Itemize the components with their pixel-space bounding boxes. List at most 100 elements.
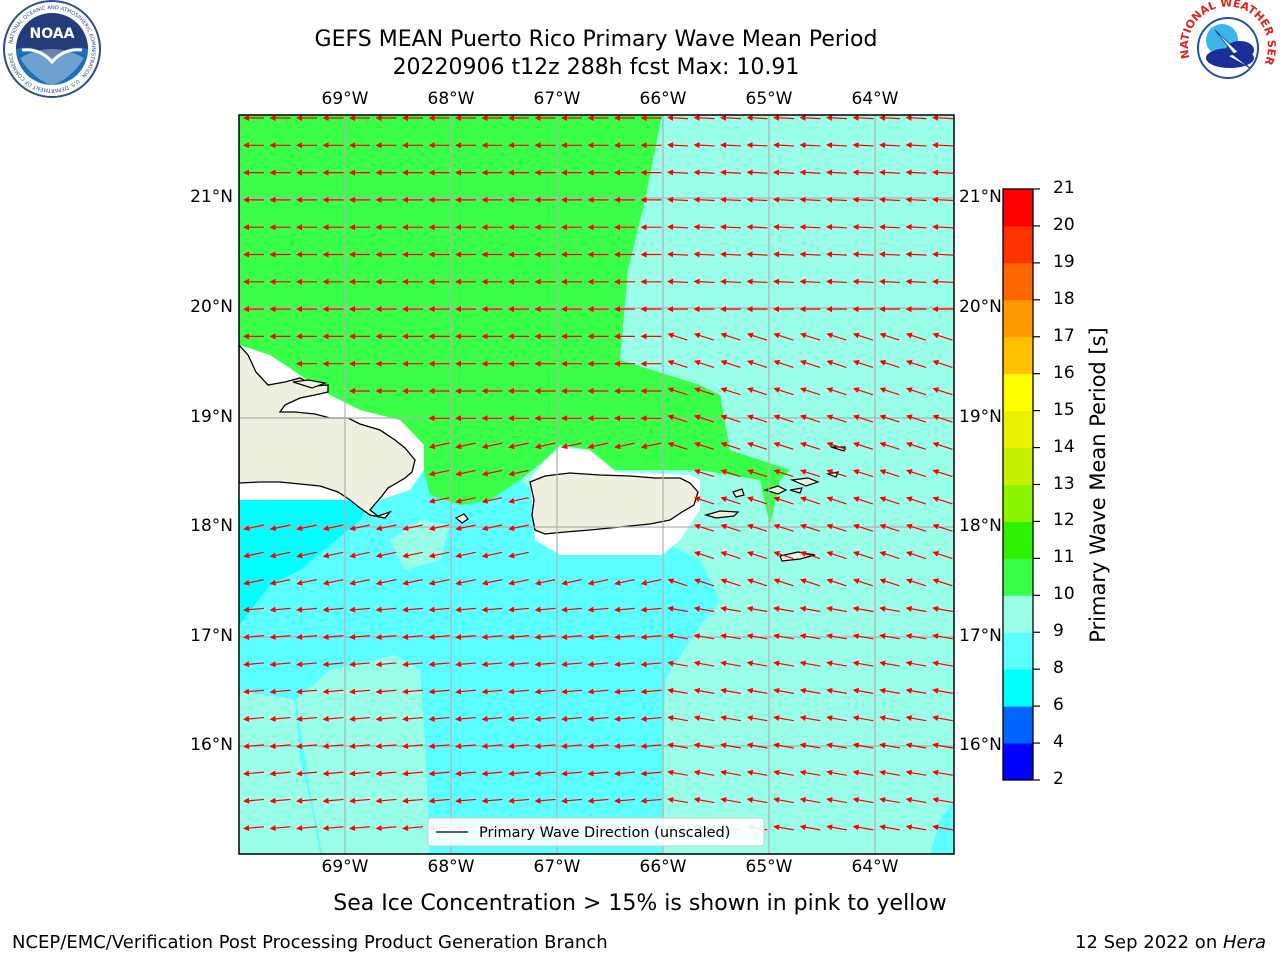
wave-arrow	[932, 578, 953, 587]
wave-arrow	[561, 579, 582, 586]
wave-arrow	[349, 633, 371, 640]
wave-arrow	[455, 497, 476, 504]
wave-arrow	[508, 469, 529, 477]
wave-arrow	[428, 497, 450, 504]
wave-arrow	[534, 579, 556, 586]
wave-arrow	[905, 359, 927, 368]
wave-arrow	[455, 306, 476, 313]
wave-arrow	[614, 415, 635, 422]
wave-arrow	[269, 306, 291, 313]
lat-label-left: 16°N	[190, 735, 233, 755]
wave-arrow	[667, 115, 689, 121]
wave-arrow	[402, 688, 424, 695]
wave-arrow	[640, 661, 662, 668]
colorbar-segment	[1003, 706, 1033, 744]
wave-arrow	[852, 578, 874, 587]
wave-arrow	[455, 142, 476, 149]
wave-arrow	[720, 797, 741, 804]
wave-arrow	[402, 661, 424, 668]
wave-arrow	[428, 306, 450, 313]
wave-arrow	[905, 633, 927, 640]
wave-arrow	[349, 715, 371, 722]
wave-arrow	[508, 196, 529, 203]
wave-arrow	[402, 169, 423, 176]
wave-arrow	[322, 169, 344, 176]
wave-arrow	[746, 633, 768, 640]
wave-arrow	[481, 442, 503, 450]
wave-arrow	[746, 742, 768, 749]
land-hispaniola-north-key	[292, 379, 328, 389]
colorbar-tick: 2	[1053, 769, 1064, 789]
wave-arrow	[826, 441, 847, 450]
wave-arrow	[852, 687, 874, 694]
wave-arrow	[799, 278, 821, 285]
colorbar-segment	[1003, 299, 1033, 338]
colorbar-segment	[1003, 410, 1033, 449]
wave-arrow	[614, 360, 635, 367]
wave-arrow	[826, 824, 847, 831]
wave-arrow	[879, 387, 900, 396]
wave-arrow	[243, 770, 265, 777]
wave-arrow	[826, 715, 847, 722]
wave-arrow	[455, 278, 476, 285]
wave-arrow	[375, 770, 397, 777]
wave-arrow	[826, 551, 847, 560]
wave-arrow	[879, 687, 900, 694]
wave-arrow	[269, 278, 291, 285]
wave-arrow	[587, 169, 609, 176]
wave-arrow	[667, 578, 688, 587]
wave-arrow	[243, 196, 264, 203]
wave-arrow	[905, 715, 927, 722]
wave-arrow	[667, 224, 689, 231]
wave-arrow	[455, 743, 477, 750]
wave-arrow	[534, 115, 556, 121]
wave-arrow	[481, 661, 503, 668]
wave-arrow	[667, 332, 688, 341]
wave-arrow	[799, 359, 821, 368]
legend-box	[427, 817, 765, 847]
wave-arrow	[508, 770, 530, 777]
wave-arrow	[614, 224, 635, 231]
wave-arrow	[587, 688, 609, 695]
wave-arrow	[799, 578, 821, 587]
wave-arrow	[693, 306, 715, 313]
wave-arrow	[640, 743, 662, 750]
wave-arrow	[693, 687, 715, 694]
colorbar-tick: 10	[1053, 584, 1075, 605]
wave-arrow	[349, 551, 370, 559]
wave-arrow	[852, 633, 874, 640]
wave-arrow	[243, 715, 265, 722]
wave-arrow	[852, 332, 874, 341]
wave-arrow	[773, 196, 795, 203]
wave-arrow	[614, 797, 636, 804]
svg-text:NOAA: NOAA	[30, 26, 75, 42]
wave-arrow	[799, 715, 821, 722]
wave-arrow	[799, 251, 821, 258]
wave-arrow	[269, 251, 291, 258]
wave-arrow	[852, 551, 874, 560]
wave-arrow	[322, 661, 344, 668]
wave-arrow	[799, 660, 821, 667]
wave-arrow	[852, 469, 874, 478]
lat-label-left: 21°N	[190, 187, 233, 207]
wave-arrow	[826, 387, 847, 396]
wave-arrow	[296, 360, 317, 367]
wave-arrow	[561, 606, 583, 613]
wave-arrow	[614, 196, 635, 203]
wave-arrow	[693, 605, 715, 613]
wave-arrow	[905, 169, 927, 176]
wave-arrow	[375, 306, 397, 313]
wave-arrow	[296, 224, 317, 231]
wave-arrow	[561, 278, 582, 285]
wave-arrow	[481, 469, 503, 477]
colorbar-tick: 18	[1053, 288, 1075, 309]
wave-arrow	[826, 578, 847, 587]
colorbar-tick: 6	[1053, 695, 1064, 716]
wave-arrow	[402, 224, 423, 231]
wave-arrow	[375, 579, 397, 586]
wave-arrow	[614, 770, 636, 777]
wave-arrow	[826, 196, 848, 203]
wave-arrow	[296, 142, 317, 149]
wave-arrow	[428, 388, 450, 394]
wave-arrow	[667, 742, 688, 749]
